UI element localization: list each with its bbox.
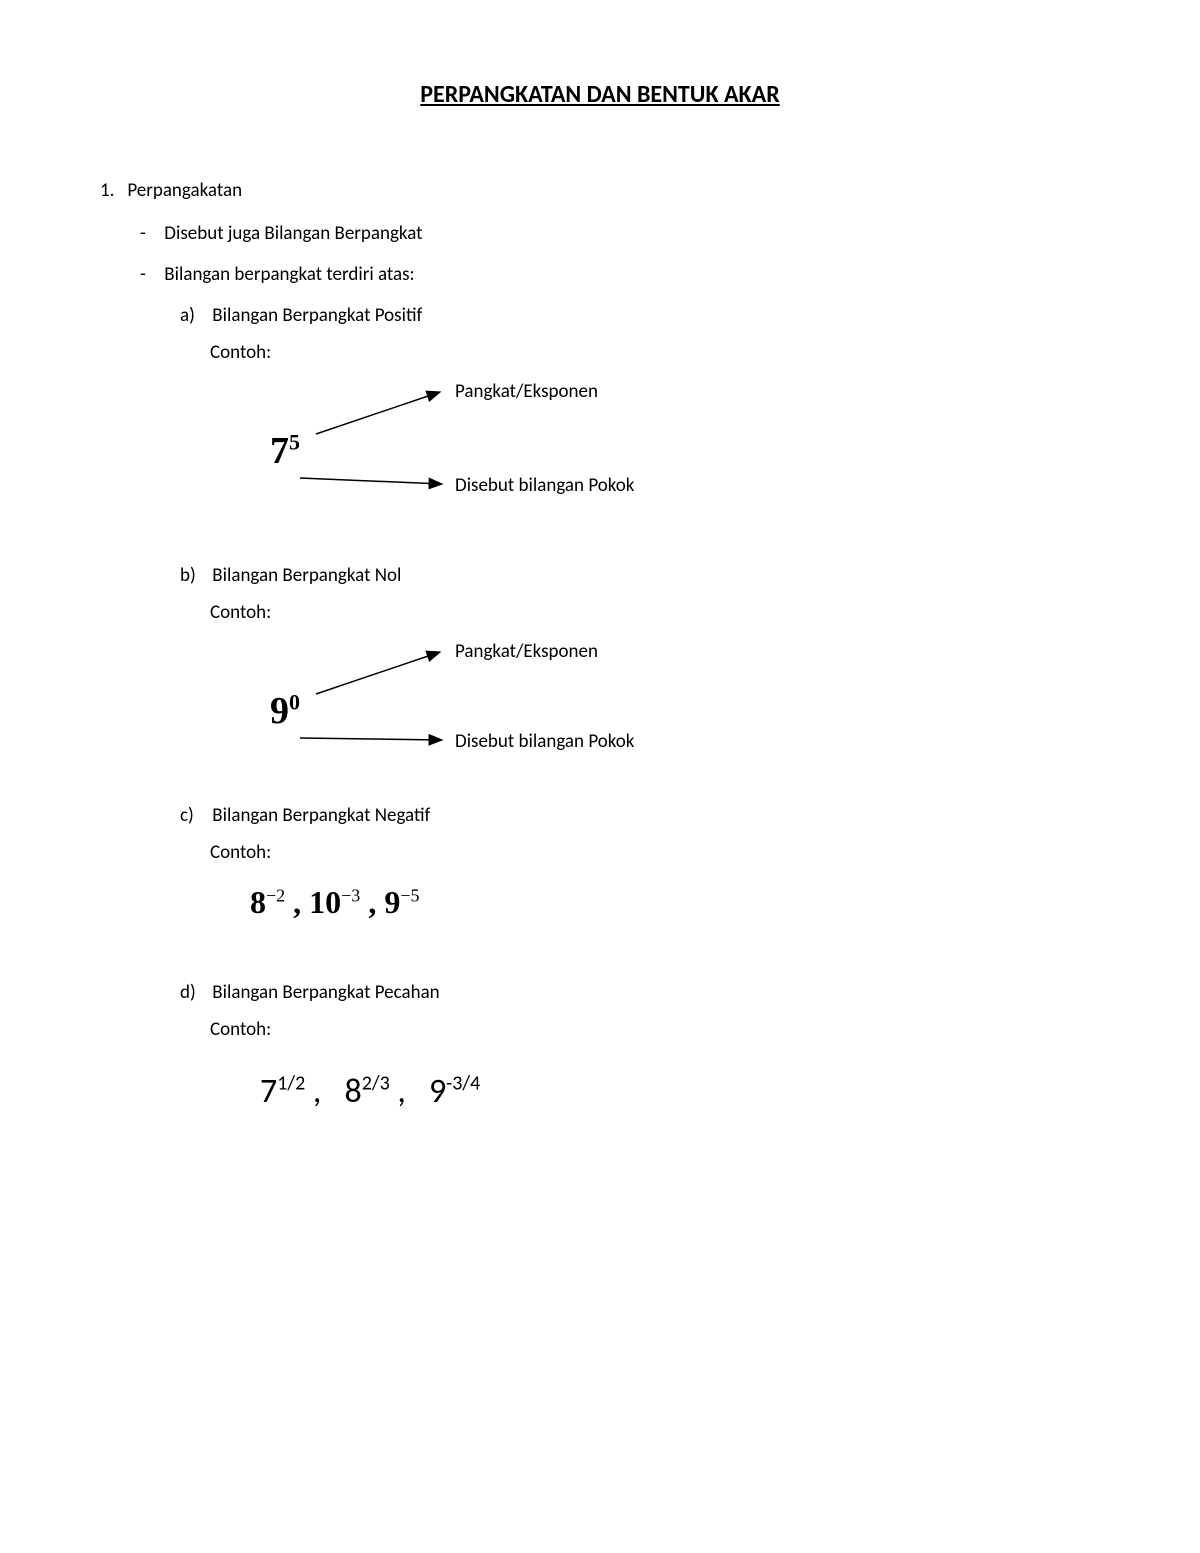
label-base: Disebut bilangan Pokok: [455, 474, 634, 497]
page-title: PERPANGKATAN DAN BENTUK AKAR: [100, 80, 1100, 109]
comma: ,: [397, 1071, 421, 1112]
diagram-b: 90 Pangkat/Eksponen Disebut bilangan Pok…: [100, 634, 1100, 784]
item-title: Bilangan Berpangkat Pecahan: [212, 981, 439, 1004]
sub-item-c: c) Bilangan Berpangkat Negatif: [180, 804, 1100, 827]
section-title: Perpangakatan: [127, 179, 242, 202]
comma: ,: [368, 884, 384, 920]
document-page: PERPANGKATAN DAN BENTUK AKAR 1. Perpanga…: [0, 0, 1200, 1252]
bullet-text: Bilangan berpangkat terdiri atas:: [164, 263, 414, 286]
contoh-label: Contoh:: [210, 1018, 1100, 1041]
example-term: 8−2: [250, 884, 285, 920]
example-term: 9-3/4: [429, 1071, 480, 1112]
label-exponent: Pangkat/Eksponen: [455, 380, 598, 403]
example-term: 9−5: [384, 884, 419, 920]
example-term: 10−3: [309, 884, 360, 920]
item-title: Bilangan Berpangkat Nol: [212, 564, 401, 587]
item-label: c): [180, 804, 208, 827]
label-base: Disebut bilangan Pokok: [455, 730, 634, 753]
contoh-label: Contoh:: [210, 341, 1100, 364]
examples-fraction: 71/2 , 82/3 , 9-3/4: [260, 1071, 1100, 1112]
item-label: a): [180, 304, 208, 327]
contoh-label: Contoh:: [210, 841, 1100, 864]
dash-icon: -: [140, 222, 160, 245]
bullet-item: - Disebut juga Bilangan Berpangkat: [140, 222, 1100, 245]
label-exponent: Pangkat/Eksponen: [455, 640, 598, 663]
sub-item-a: a) Bilangan Berpangkat Positif: [180, 304, 1100, 327]
bullet-text: Disebut juga Bilangan Berpangkat: [164, 222, 422, 245]
example-term: 82/3: [344, 1071, 389, 1112]
sub-item-d: d) Bilangan Berpangkat Pecahan: [180, 981, 1100, 1004]
dash-icon: -: [140, 263, 160, 286]
item-title: Bilangan Berpangkat Negatif: [212, 804, 430, 827]
section-heading: 1. Perpangakatan: [100, 179, 1100, 202]
bullet-item: - Bilangan berpangkat terdiri atas:: [140, 263, 1100, 286]
diagram-a: 75 Pangkat/Eksponen Disebut bilangan Pok…: [100, 374, 1100, 534]
item-label: b): [180, 564, 208, 587]
example-term: 71/2: [260, 1071, 305, 1112]
comma: ,: [313, 1071, 337, 1112]
examples-negative: 8−2 , 10−3 , 9−5: [250, 884, 1100, 921]
contoh-label: Contoh:: [210, 601, 1100, 624]
section-number: 1.: [100, 179, 114, 202]
item-title: Bilangan Berpangkat Positif: [212, 304, 422, 327]
item-label: d): [180, 981, 208, 1004]
comma: ,: [293, 884, 309, 920]
sub-item-b: b) Bilangan Berpangkat Nol: [180, 564, 1100, 587]
